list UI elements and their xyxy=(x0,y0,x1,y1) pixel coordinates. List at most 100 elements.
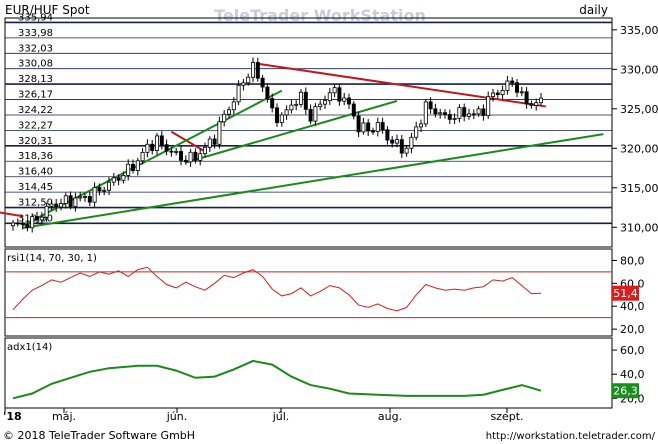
candle xyxy=(500,85,505,100)
candle-body xyxy=(318,103,323,107)
candle xyxy=(442,109,447,119)
candle-body xyxy=(59,203,64,208)
candle xyxy=(322,95,327,109)
candle-body xyxy=(178,151,183,161)
candle-body xyxy=(54,203,59,208)
candle xyxy=(265,82,270,103)
candle xyxy=(212,134,217,149)
candle xyxy=(78,192,83,202)
candle-body xyxy=(207,138,212,148)
candle-body xyxy=(337,87,342,102)
candle-body xyxy=(83,195,88,198)
adx-value-badge xyxy=(612,383,639,399)
candle xyxy=(15,218,20,227)
candle-body xyxy=(418,123,423,128)
candle-body xyxy=(466,113,471,117)
candle xyxy=(414,121,419,141)
candle xyxy=(73,192,78,212)
candle-body xyxy=(452,117,457,120)
candle-body xyxy=(231,101,236,111)
candle-body xyxy=(308,108,313,122)
candle-body xyxy=(154,135,159,151)
candle xyxy=(68,191,73,210)
candle xyxy=(255,57,260,82)
candle-body xyxy=(193,151,198,161)
candle-body xyxy=(174,151,179,153)
candle xyxy=(116,174,121,186)
price-y-label: 310,00 xyxy=(620,221,658,234)
candle-body xyxy=(226,109,231,115)
candle xyxy=(332,84,337,98)
price-level-label: 316,40 xyxy=(18,167,53,178)
rsi-value-label: 51,4 xyxy=(613,287,638,300)
candle-body xyxy=(361,122,366,133)
candle xyxy=(274,103,279,128)
candle xyxy=(529,100,534,109)
candle-body xyxy=(169,150,174,153)
candle xyxy=(294,100,299,111)
candle xyxy=(356,111,361,137)
candle-body xyxy=(270,98,275,109)
candle xyxy=(490,88,495,102)
candle xyxy=(154,132,159,156)
candle xyxy=(471,109,476,120)
candle-body xyxy=(447,114,452,120)
candle xyxy=(486,91,491,119)
price-level-label: 322,27 xyxy=(18,120,53,131)
price-y-label: 315,00 xyxy=(620,182,658,195)
copyright-text: © 2018 TeleTrader Software GmbH xyxy=(3,429,195,442)
candle xyxy=(270,93,275,113)
trendline xyxy=(257,62,546,108)
candle xyxy=(222,110,227,127)
candle-body xyxy=(274,107,279,123)
candle xyxy=(308,104,313,125)
candle-body xyxy=(476,108,481,115)
candle xyxy=(145,139,150,158)
candle xyxy=(298,88,303,108)
adx-y-axis: 60,040,020,0 xyxy=(612,344,645,405)
candle xyxy=(505,75,510,95)
adx-series-line xyxy=(12,359,542,400)
candle-body xyxy=(246,76,251,84)
time-axis-label: szept. xyxy=(490,410,523,423)
candle xyxy=(44,202,49,222)
candle-body xyxy=(380,122,385,131)
candle-body xyxy=(107,181,112,191)
candles xyxy=(10,57,544,233)
candle xyxy=(409,132,414,154)
candle-body xyxy=(135,160,140,171)
candle-body xyxy=(250,62,255,78)
time-axis: '18 máj. jún. júl. aug. szept. xyxy=(3,408,524,423)
candle-body xyxy=(375,122,380,132)
candle xyxy=(394,134,399,148)
candle-body xyxy=(73,197,78,207)
price-level-label: 330,08 xyxy=(18,59,53,70)
candle xyxy=(342,92,347,106)
candle xyxy=(476,106,481,117)
candle-body xyxy=(366,122,371,132)
candle-body xyxy=(351,103,356,117)
candle-body xyxy=(44,205,49,218)
candle-body xyxy=(10,222,15,227)
candle xyxy=(399,134,404,158)
candle-body xyxy=(457,107,462,119)
candle-body xyxy=(164,144,169,152)
price-level-label: 326,17 xyxy=(18,90,53,101)
candle-body xyxy=(140,151,145,162)
candle-body xyxy=(404,147,409,154)
candle-body xyxy=(111,177,116,183)
candle xyxy=(30,213,35,233)
candle xyxy=(188,148,193,167)
candle-body xyxy=(385,129,390,141)
candle-body xyxy=(30,216,35,229)
candle xyxy=(140,148,145,165)
candle-body xyxy=(188,151,193,163)
price-level-label: 312,50 xyxy=(18,198,53,209)
price-y-label: 320,00 xyxy=(620,142,658,155)
candle-body xyxy=(126,163,131,176)
candle-body xyxy=(145,143,150,153)
time-axis-label: máj. xyxy=(52,410,76,423)
candle-body xyxy=(534,102,539,106)
candle-body xyxy=(159,135,164,146)
candle xyxy=(121,171,126,184)
